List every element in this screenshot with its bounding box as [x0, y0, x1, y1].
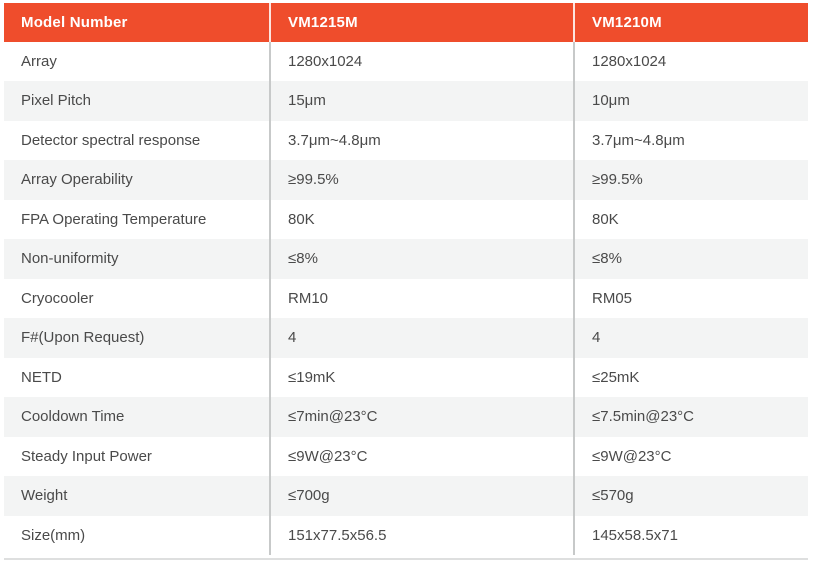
row-label-cell: Steady Input Power	[4, 436, 270, 476]
row-label-cell: NETD	[4, 357, 270, 397]
row-label-cell: Cryocooler	[4, 278, 270, 318]
value-cell: 15μm	[269, 81, 574, 121]
header-cell-vm1215m: VM1215M	[269, 3, 574, 42]
value-cell: ≤9W@23°C	[573, 436, 808, 476]
table-row: Non-uniformity ≤8% ≤8%	[4, 239, 808, 279]
value-cell: 151x77.5x56.5	[269, 515, 574, 555]
value-cell: RM05	[573, 278, 808, 318]
row-label-cell: Weight	[4, 476, 270, 516]
header-cell-model-number: Model Number	[4, 3, 270, 42]
table-row: Detector spectral response 3.7μm~4.8μm 3…	[4, 120, 808, 160]
value-cell: ≥99.5%	[269, 160, 574, 200]
table-header-row: Model Number VM1215M VM1210M	[4, 3, 808, 42]
row-label-cell: Array	[4, 41, 270, 81]
value-cell: 80K	[573, 199, 808, 239]
table-row: Cryocooler RM10 RM05	[4, 278, 808, 318]
row-label-cell: FPA Operating Temperature	[4, 199, 270, 239]
value-cell: ≤570g	[573, 476, 808, 516]
row-label-cell: Cooldown Time	[4, 397, 270, 437]
table-row: F#(Upon Request) 4 4	[4, 318, 808, 358]
value-cell: ≤8%	[269, 239, 574, 279]
row-label-cell: Detector spectral response	[4, 120, 270, 160]
spec-table-container: Model Number VM1215M VM1210M Array 1280x…	[4, 3, 808, 560]
row-label-cell: Non-uniformity	[4, 239, 270, 279]
value-cell: 1280x1024	[573, 41, 808, 81]
value-cell: ≤25mK	[573, 357, 808, 397]
table-row: Weight ≤700g ≤570g	[4, 476, 808, 516]
table-row: Steady Input Power ≤9W@23°C ≤9W@23°C	[4, 436, 808, 476]
table-row: Array 1280x1024 1280x1024	[4, 41, 808, 81]
value-cell: 3.7μm~4.8μm	[269, 120, 574, 160]
value-cell: ≤7min@23°C	[269, 397, 574, 437]
value-cell: 10μm	[573, 81, 808, 121]
value-cell: RM10	[269, 278, 574, 318]
table-row: Array Operability ≥99.5% ≥99.5%	[4, 160, 808, 200]
row-label-cell: F#(Upon Request)	[4, 318, 270, 358]
table-row: FPA Operating Temperature 80K 80K	[4, 199, 808, 239]
spec-table: Model Number VM1215M VM1210M Array 1280x…	[4, 3, 808, 555]
value-cell: 145x58.5x71	[573, 515, 808, 555]
table-row: NETD ≤19mK ≤25mK	[4, 357, 808, 397]
row-label-cell: Array Operability	[4, 160, 270, 200]
value-cell: 1280x1024	[269, 41, 574, 81]
value-cell: ≤700g	[269, 476, 574, 516]
value-cell: ≤19mK	[269, 357, 574, 397]
value-cell: 80K	[269, 199, 574, 239]
value-cell: ≤8%	[573, 239, 808, 279]
row-label-cell: Size(mm)	[4, 515, 270, 555]
table-row: Size(mm) 151x77.5x56.5 145x58.5x71	[4, 515, 808, 555]
value-cell: ≤9W@23°C	[269, 436, 574, 476]
value-cell: ≥99.5%	[573, 160, 808, 200]
value-cell: 3.7μm~4.8μm	[573, 120, 808, 160]
bottom-divider	[4, 558, 808, 560]
value-cell: 4	[269, 318, 574, 358]
value-cell: 4	[573, 318, 808, 358]
value-cell: ≤7.5min@23°C	[573, 397, 808, 437]
row-label-cell: Pixel Pitch	[4, 81, 270, 121]
table-row: Pixel Pitch 15μm 10μm	[4, 81, 808, 121]
header-cell-vm1210m: VM1210M	[573, 3, 808, 42]
table-row: Cooldown Time ≤7min@23°C ≤7.5min@23°C	[4, 397, 808, 437]
